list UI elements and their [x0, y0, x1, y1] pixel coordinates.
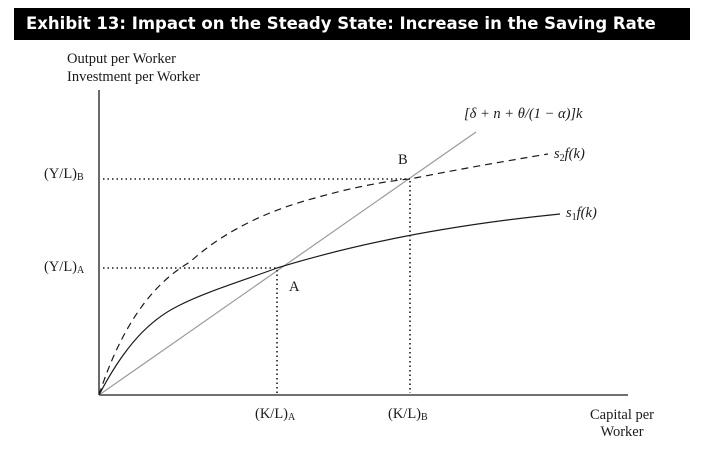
x-axis-label: Capital per Worker: [582, 407, 662, 441]
s2-label: s2f(k): [554, 146, 585, 164]
y-tick-yl-a: (Y/L)A: [44, 259, 85, 276]
x-tick-kl-b: (K/L)B: [388, 406, 428, 423]
y-axis-label-line2: Investment per Worker: [67, 69, 201, 85]
line-label: [δ + n + θ/(1 − α)]k: [464, 106, 583, 122]
s2-fk-curve: [98, 153, 549, 396]
y-axis-label-line1: Output per Worker: [67, 51, 176, 67]
point-b-label: B: [398, 152, 408, 168]
x-tick-kl-a: (K/L)A: [255, 406, 296, 423]
s1-fk-curve: [98, 213, 561, 396]
x-axis-label-line1: Capital per: [589, 407, 655, 423]
x-axis-label-line2: Worker: [600, 424, 644, 440]
exhibit-title: Exhibit 13: Impact on the Steady State: …: [14, 8, 690, 40]
point-a-label: A: [289, 279, 300, 295]
break-even-investment-line: [98, 131, 477, 396]
y-tick-yl-b: (Y/L)B: [44, 166, 84, 183]
s1-label: s1f(k): [566, 205, 597, 223]
